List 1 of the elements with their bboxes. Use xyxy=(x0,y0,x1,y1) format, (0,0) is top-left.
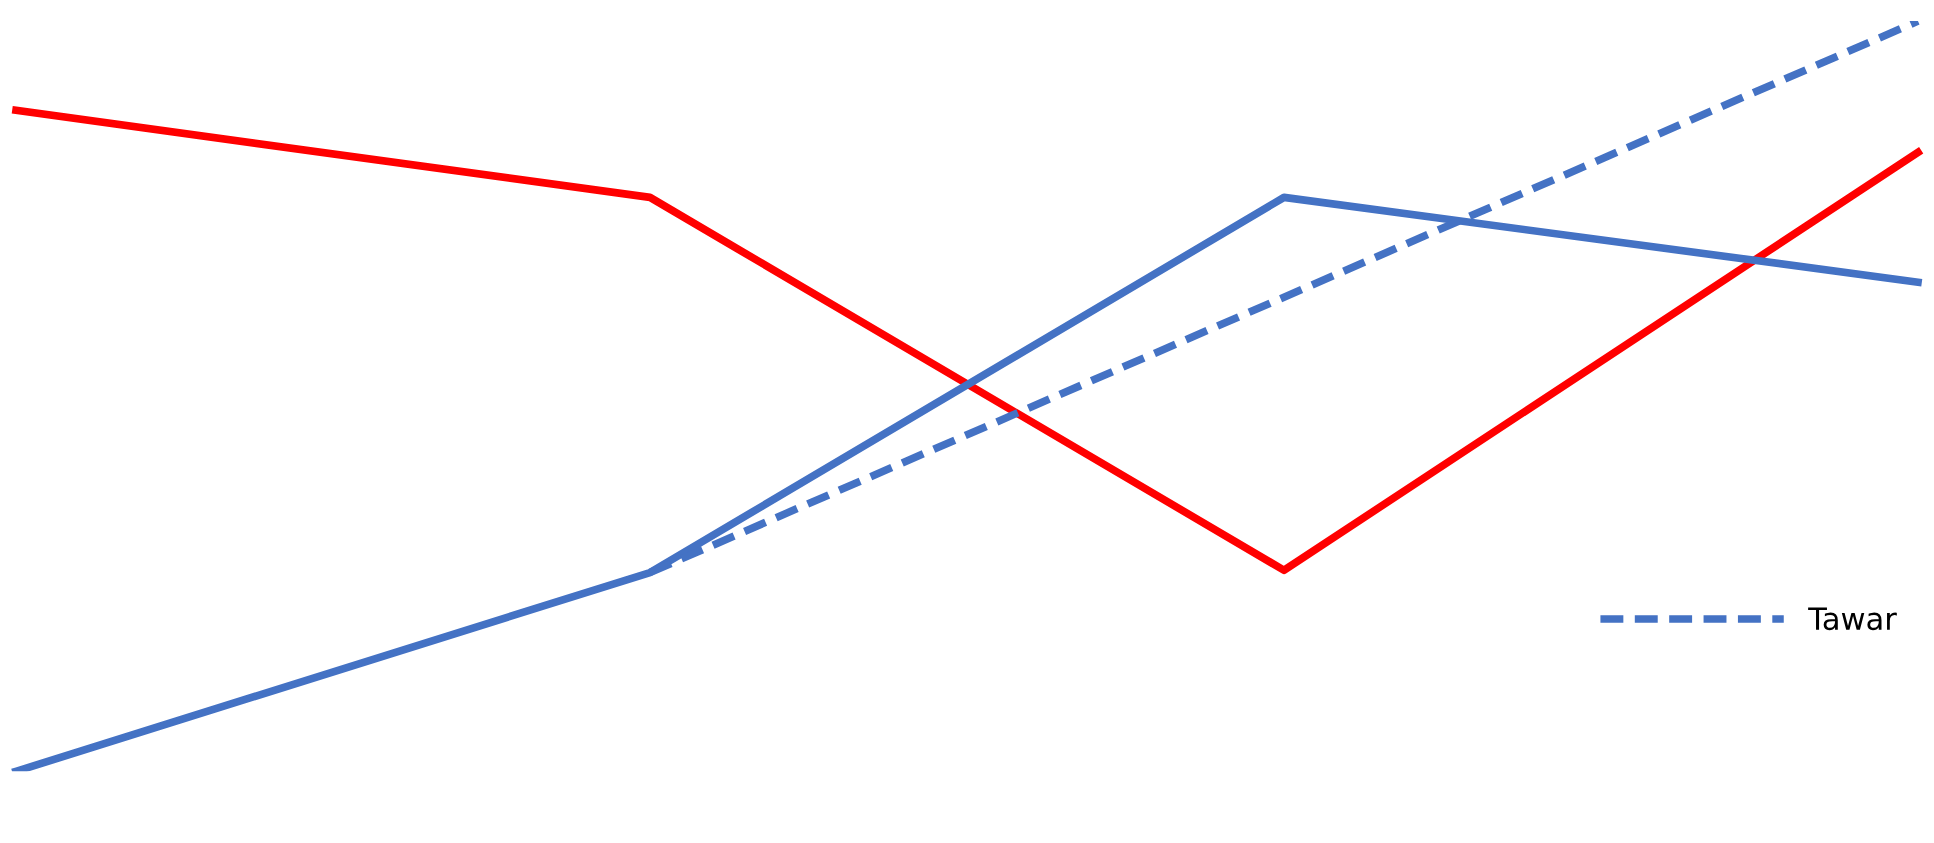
text: Tawar xyxy=(1808,607,1897,631)
